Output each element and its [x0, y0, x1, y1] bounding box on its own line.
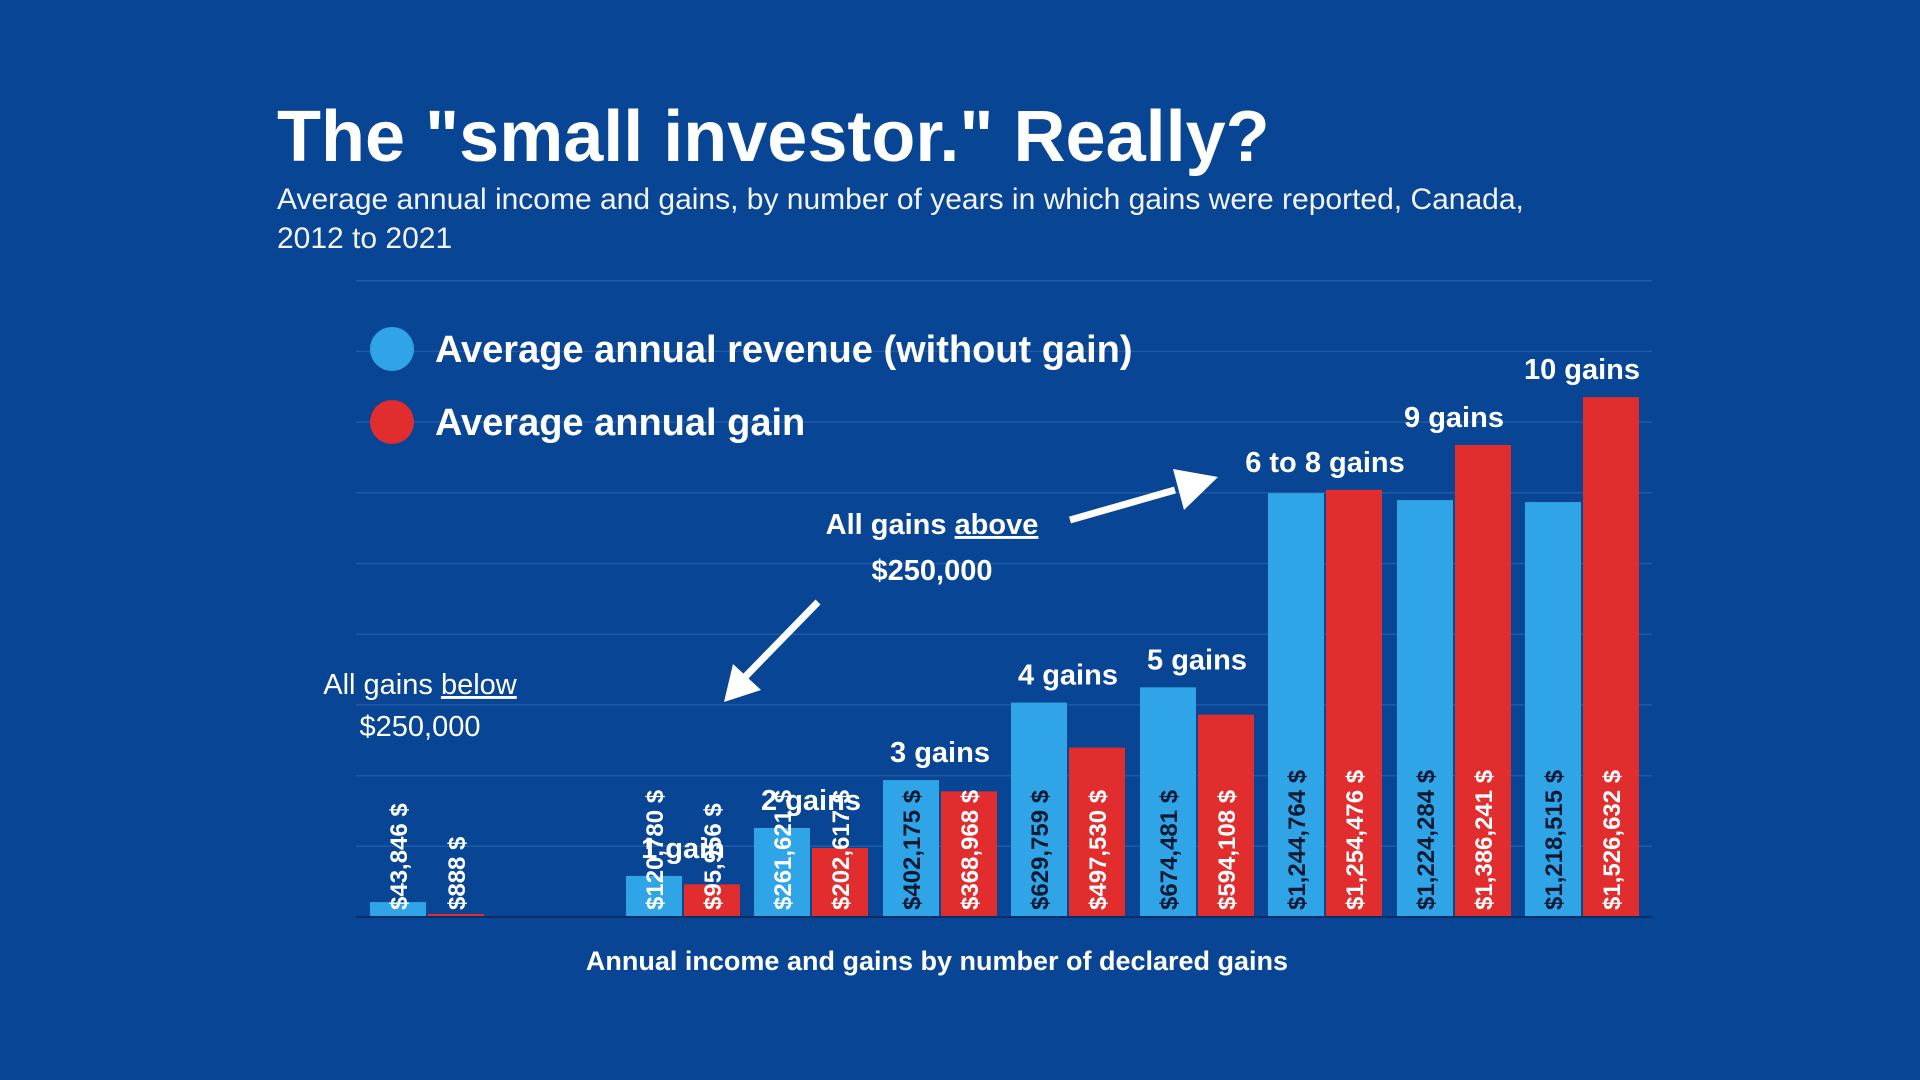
bar-gain-7	[1455, 444, 1511, 917]
bar-revenue-1	[626, 875, 682, 917]
bar-label-gain-7: $1,386,241 $	[1471, 769, 1498, 910]
bar-revenue-3	[883, 780, 939, 917]
category-label-4: 4 gains	[1018, 660, 1118, 692]
bar-revenue-8	[1525, 502, 1581, 917]
x-axis-label: Annual income and gains by number of dec…	[586, 946, 1288, 976]
bar-label-gain-1: $95,956 $	[700, 803, 727, 910]
arrow-to-small-gains	[742, 599, 821, 680]
category-labels: 1 gain 2 gains 3 gains 4 gains 5 gains 6 to 8…	[641, 354, 1640, 865]
bar-gain-5	[1198, 714, 1254, 917]
bar-gain-3	[941, 791, 997, 917]
bar-revenue-4	[1011, 702, 1067, 917]
category-label-7: 9 gains	[1404, 402, 1504, 434]
annotation-above-line1: All gains above	[826, 509, 1039, 541]
annotation-above-prefix: All gains	[826, 509, 955, 541]
bar-revenue-7	[1397, 500, 1453, 917]
bar-label-revenue-7: $1,224,284 $	[1413, 769, 1440, 910]
bar-gain-1	[684, 884, 740, 917]
bar-label-gain-2: $202,617 $	[828, 789, 855, 910]
bar-gain-4	[1069, 747, 1125, 917]
bar-gain-2	[812, 848, 868, 917]
bar-revenue-6	[1268, 493, 1324, 917]
bar-label-gain-4: $497,530 $	[1085, 789, 1112, 910]
bar-label-gain-8: $1,526,632 $	[1599, 769, 1626, 910]
bar-revenue-5	[1140, 687, 1196, 917]
annotation-below-prefix: All gains	[323, 669, 441, 701]
category-label-1: 1 gain	[641, 833, 725, 865]
bar-gain-8	[1583, 397, 1639, 918]
category-label-2: 2 gains	[761, 785, 861, 817]
arrow-head-large-gains	[1173, 469, 1218, 510]
bar-gain-0	[428, 914, 484, 917]
arrows	[724, 469, 1218, 702]
category-label-6: 6 to 8 gains	[1245, 447, 1405, 479]
legend-swatch-gain	[370, 400, 414, 444]
bar-label-revenue-5: $674,481 $	[1156, 789, 1183, 910]
annotation-below-line1: All gains below	[323, 669, 518, 701]
annotation-below-line2: $250,000	[360, 711, 481, 743]
bar-label-gain-5: $594,108 $	[1214, 789, 1241, 910]
bar-label-revenue-2: $261,621 $	[770, 789, 797, 910]
bar-label-revenue-1: $120,780 $	[642, 789, 669, 910]
bar-label-gain-0: $888 $	[444, 836, 471, 910]
arrow-head-small-gains	[724, 664, 761, 702]
annotation-above: All gains above $250,000	[826, 509, 1039, 587]
bar-label-revenue-4: $629,759 $	[1027, 789, 1054, 910]
bar-gain-6	[1326, 489, 1382, 917]
bar-label-revenue-3: $402,175 $	[899, 789, 926, 910]
bar-label-revenue-8: $1,218,515 $	[1541, 769, 1568, 910]
bar-label-revenue-0: $43,846 $	[386, 803, 413, 910]
category-label-8: 10 gains	[1524, 354, 1640, 386]
annotation-below: All gains below $250,000	[323, 669, 518, 743]
legend-label-gain: Average annual gain	[435, 402, 805, 444]
bar-value-labels: $43,846 $ $888 $ $120,780 $ $95,956 $ $261,6…	[386, 769, 1626, 910]
annotation-above-emph: above	[955, 509, 1039, 541]
chart-subtitle: Average annual income and gains, by numb…	[277, 183, 1524, 255]
chart-title: The "small investor." Really?	[277, 97, 1270, 177]
category-label-5: 5 gains	[1147, 644, 1247, 676]
category-label-3: 3 gains	[890, 737, 990, 769]
annotation-above-line2: $250,000	[872, 555, 993, 587]
legend-swatch-revenue	[370, 327, 414, 371]
bar-revenue-0	[370, 902, 426, 917]
bar-revenue-2	[754, 827, 810, 917]
legend: Average annual revenue (without gain) Av…	[370, 327, 1133, 444]
bar-label-revenue-6: $1,244,764 $	[1284, 769, 1311, 910]
bar-label-gain-3: $368,968 $	[957, 789, 984, 910]
annotation-below-emph: below	[441, 669, 518, 701]
arrow-to-large-gains	[1069, 486, 1176, 524]
legend-label-revenue: Average annual revenue (without gain)	[435, 329, 1133, 371]
bar-label-gain-6: $1,254,476 $	[1342, 769, 1369, 910]
bars	[370, 397, 1639, 918]
